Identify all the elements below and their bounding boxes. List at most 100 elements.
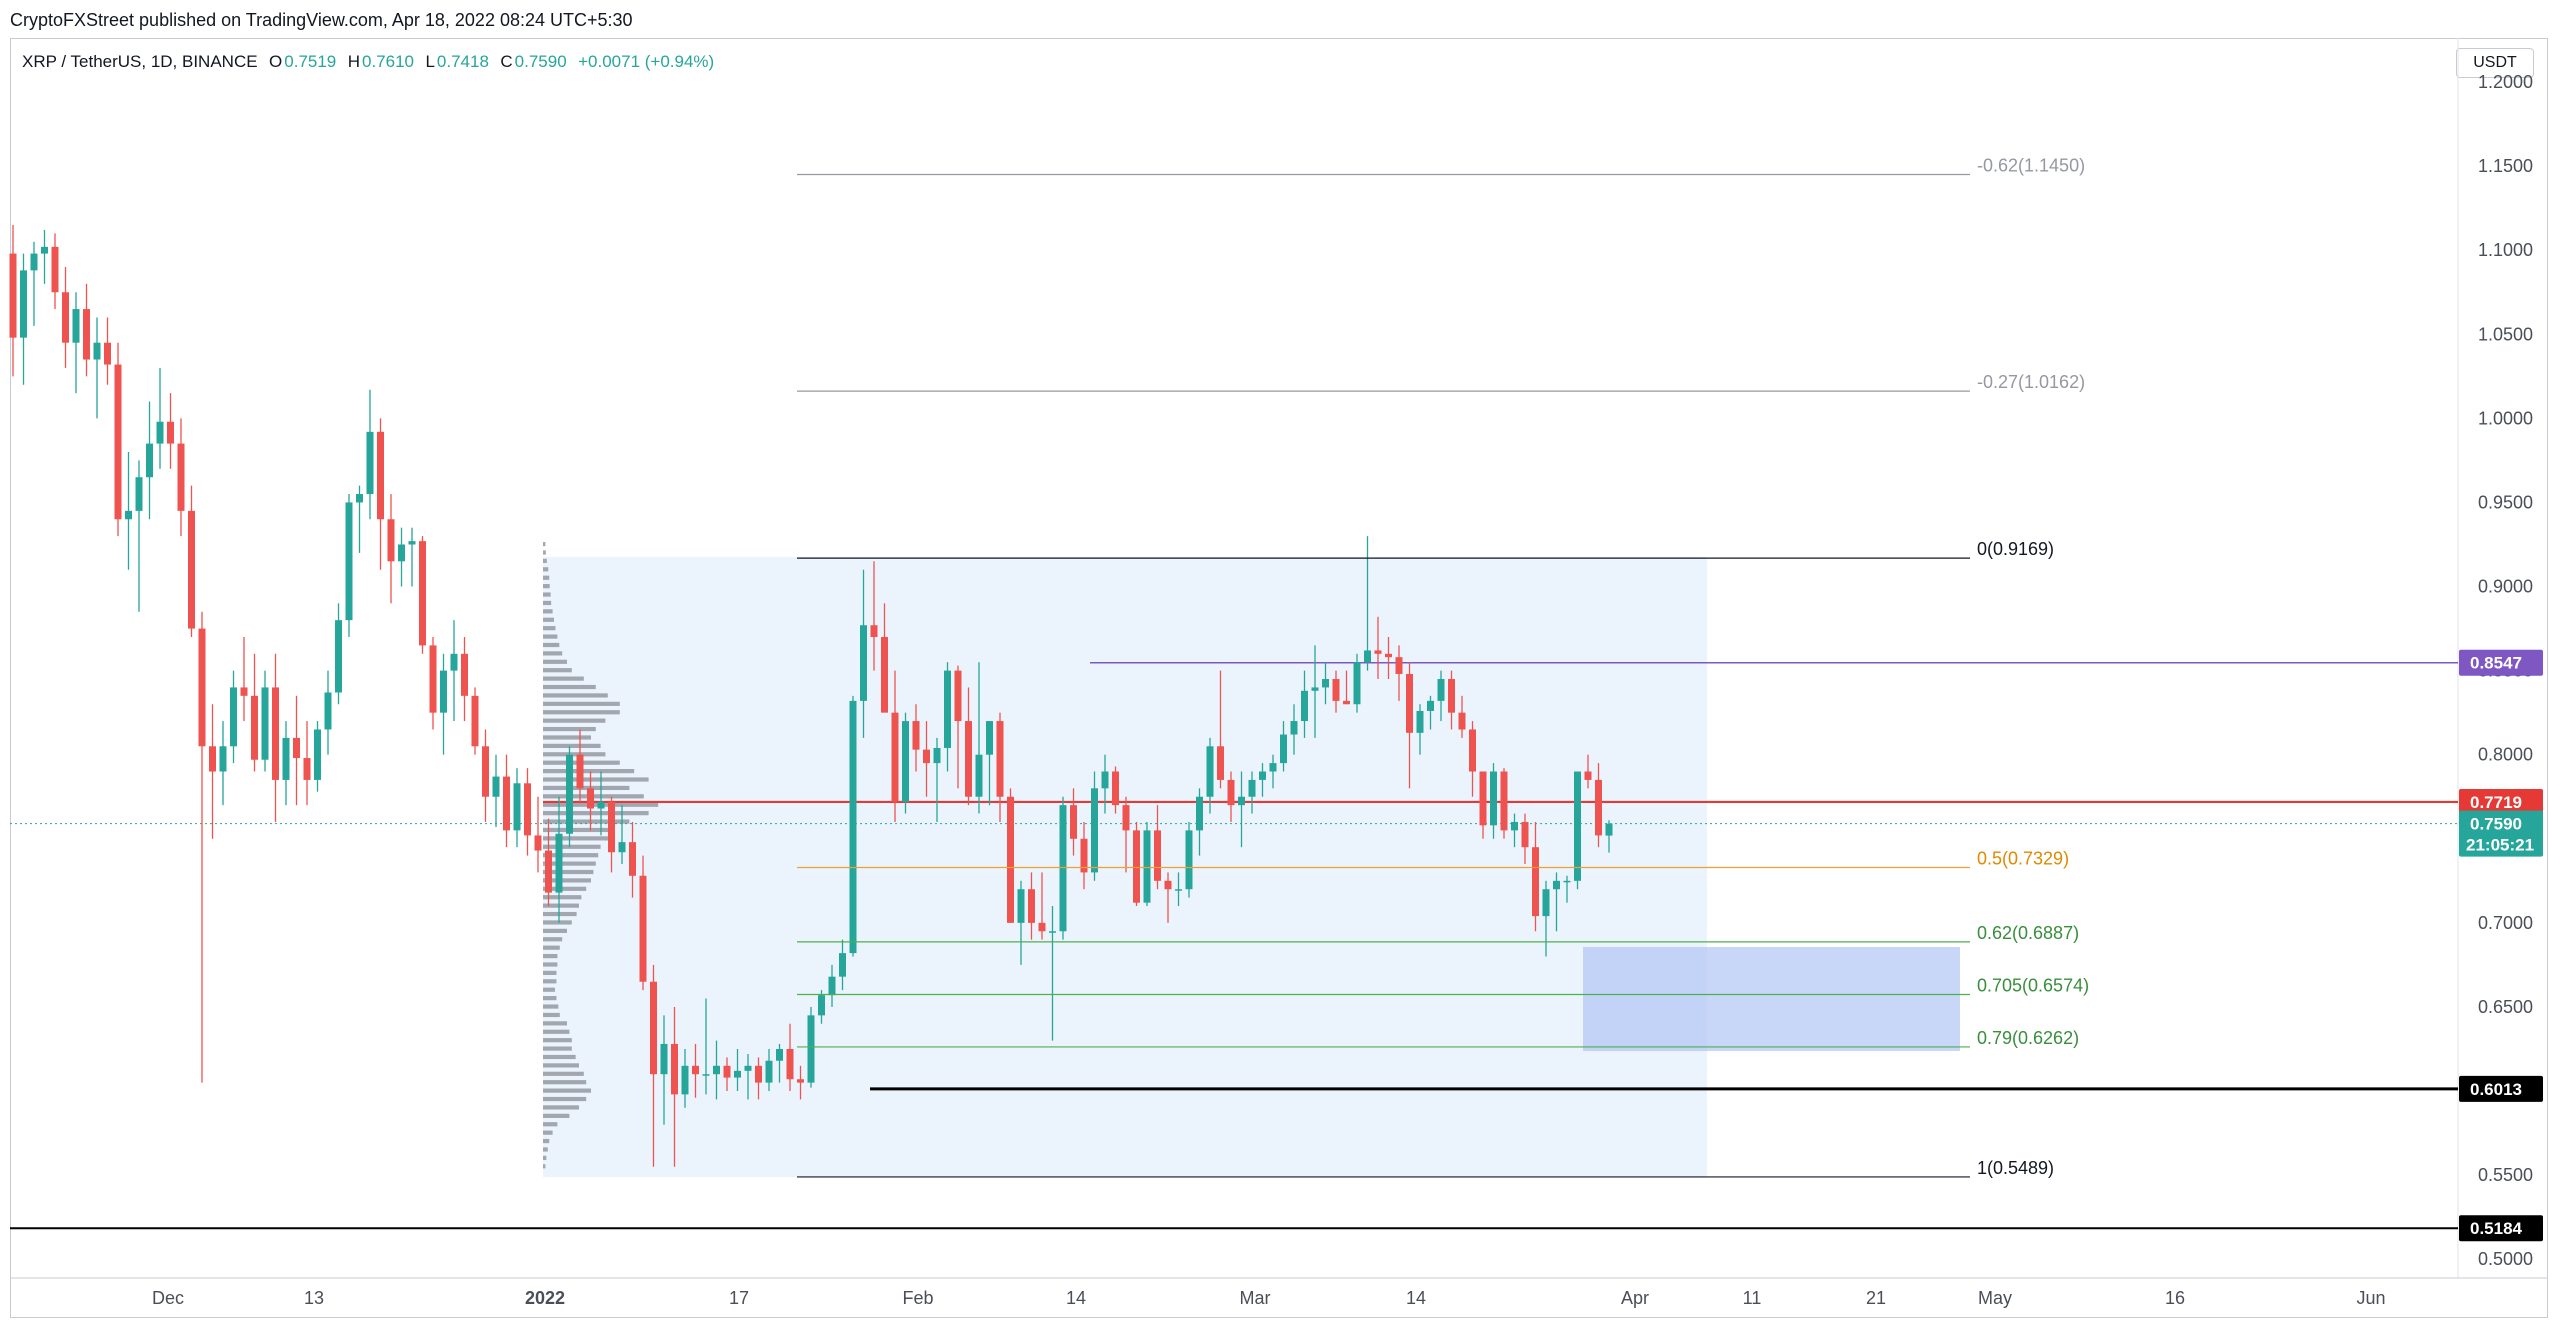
volume-profile-bar (543, 945, 560, 950)
candle-body (209, 746, 216, 772)
volume-profile-bar (543, 1155, 547, 1160)
candle-body (261, 687, 269, 760)
candle-body (534, 835, 542, 851)
fib-label: 0(0.9169) (1977, 539, 2054, 559)
candle-body (1143, 830, 1151, 903)
candle-body (576, 754, 584, 789)
candle-body (1322, 679, 1329, 688)
candle-body (650, 981, 657, 1075)
volume-profile-bar (543, 1130, 553, 1135)
volume-profile-bar (543, 979, 557, 984)
price-tick-label: 0.8000 (2478, 745, 2533, 765)
volume-profile-bar (543, 1071, 584, 1076)
candle-body (461, 653, 468, 696)
candle-body (681, 1065, 689, 1095)
time-tick-label: 13 (304, 1288, 324, 1308)
price-tag-box (2459, 1215, 2543, 1242)
price-tag-box (2459, 1075, 2543, 1102)
candle-body (1479, 771, 1487, 826)
volume-profile-bar (543, 701, 620, 706)
price-tag-label: 0.6013 (2470, 1080, 2522, 1099)
price-tick-label: 0.5000 (2478, 1249, 2533, 1269)
time-axis: Dec 13 2022 17 Feb 14 Mar 14 Apr 11 21 May 16 Jun (152, 1288, 2386, 1308)
candle-body (545, 850, 552, 893)
candle-body (608, 801, 615, 853)
candle-body (744, 1065, 752, 1071)
candles (9, 224, 1613, 1167)
candle-body (492, 776, 500, 797)
candle-body (954, 670, 962, 722)
low-value: 0.7418 (436, 52, 489, 71)
candle-body (807, 1015, 815, 1083)
candle-body (125, 510, 132, 520)
candle-body (1070, 805, 1077, 839)
candle-body (72, 309, 80, 343)
close-value: 0.7590 (514, 52, 567, 71)
candle-body (629, 842, 636, 876)
candle-body (1206, 746, 1214, 797)
candle-body (660, 1043, 668, 1075)
volume-profile-bar (543, 651, 563, 656)
candle-body (1164, 880, 1172, 890)
volume-profile-bar (543, 1012, 560, 1018)
horizontal-lines (10, 661, 2458, 1230)
candle-body (965, 721, 972, 797)
volume-profile-bar (543, 970, 557, 976)
volume-profile-bar (543, 903, 579, 908)
symbol-title: XRP / TetherUS, 1D, BINANCE (22, 52, 258, 71)
volume-profile-bar (543, 567, 549, 572)
candle-body (902, 721, 909, 802)
fib-label: -0.27(1.0162) (1977, 372, 2085, 392)
price-tick-label: 0.5500 (2478, 1165, 2533, 1185)
candle-body (335, 620, 342, 693)
volume-profile-bar (543, 684, 596, 690)
time-tick-label: May (1978, 1288, 2012, 1308)
candle-body (1080, 838, 1088, 873)
volume-profile-bar (543, 844, 601, 849)
volume-profile-bar (543, 617, 555, 622)
candle-body (503, 776, 510, 831)
time-tick-label: Mar (1240, 1288, 1271, 1308)
volume-profile-bar (543, 1004, 559, 1009)
candle-body (524, 783, 531, 836)
price-tag-label: 0.5184 (2470, 1219, 2523, 1238)
volume-profile-bar (543, 541, 546, 547)
price-tick-label: 1.2000 (2478, 72, 2533, 92)
candle-body (9, 253, 17, 338)
candle-body (1185, 830, 1193, 890)
candle-body (1427, 700, 1434, 711)
time-tick-label: Feb (902, 1288, 933, 1308)
price-tag-label: 0.8547 (2470, 654, 2522, 673)
volume-profile-bar (543, 928, 567, 933)
price-tag-box (2459, 810, 2543, 857)
price-tags: 0.8547 0.7719 0.7590 21:05:21 0.6013 0.5184 (2459, 649, 2543, 1242)
candle-body (1584, 771, 1592, 780)
candle-body (1374, 650, 1382, 654)
candle-body (1521, 821, 1529, 848)
candle-body (944, 670, 951, 748)
time-tick-label: 21 (1866, 1288, 1886, 1308)
candle-body (272, 687, 279, 780)
candle-body (1448, 679, 1455, 713)
time-tick-label: Jun (2356, 1288, 2385, 1308)
publisher-caption: CryptoFXStreet published on TradingView.… (10, 10, 633, 30)
time-tick-label: Apr (1621, 1288, 1649, 1308)
golden-pocket-box (1583, 947, 1960, 1051)
candle-body (41, 246, 48, 254)
candle-body (1395, 657, 1403, 674)
candle-body (1343, 700, 1350, 705)
candle-body (713, 1065, 720, 1075)
volume-profile-bar (543, 987, 555, 992)
candle-body (1574, 771, 1581, 881)
candle-body (408, 541, 416, 545)
volume-profile-bar (543, 1147, 548, 1152)
currency-button[interactable]: USDT (2456, 48, 2534, 78)
fib-label: -0.62(1.1450) (1977, 156, 2085, 176)
volume-profile-bar (543, 676, 584, 681)
candle-body (398, 544, 405, 562)
candle-body (251, 695, 258, 760)
volume-profile-bar (543, 642, 560, 648)
price-tick-label: 1.0500 (2478, 324, 2533, 344)
candle-body (776, 1048, 783, 1061)
